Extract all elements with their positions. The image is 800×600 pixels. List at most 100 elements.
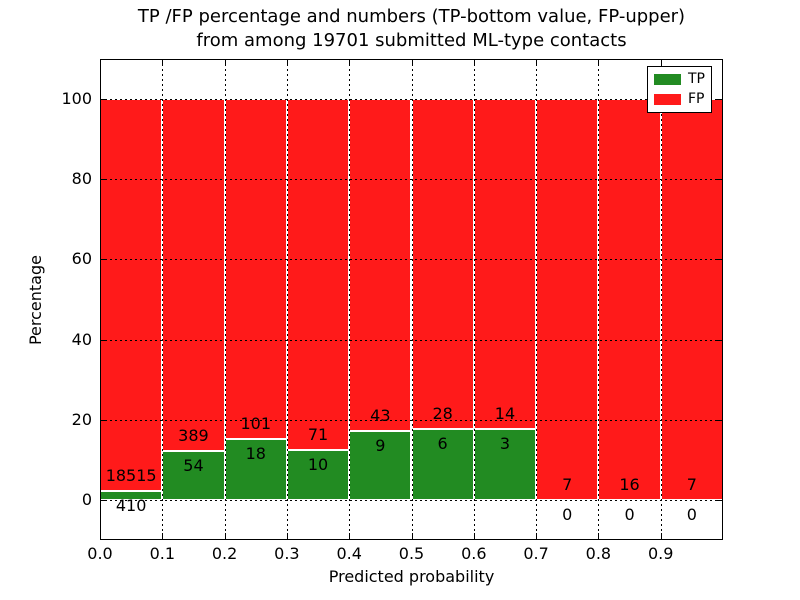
x-gridline <box>598 59 600 540</box>
bar-segment-fp <box>411 99 474 430</box>
y-tick <box>100 259 107 261</box>
bar-segment-tp <box>411 429 474 500</box>
tp-count-label: 410 <box>115 496 147 516</box>
tp-count-label: 10 <box>307 455 329 475</box>
tp-count-label: 18 <box>245 444 266 464</box>
fp-count-label: 7 <box>686 474 697 494</box>
tp-count-label: 0 <box>686 504 697 524</box>
y-tick <box>100 179 107 181</box>
bar-segment-fp <box>536 99 599 500</box>
y-tick <box>100 419 107 421</box>
x-axis-label: Predicted probability <box>328 567 495 586</box>
y-tick <box>716 259 723 261</box>
y-gridline <box>100 99 723 101</box>
bar-segment-fp <box>473 99 537 430</box>
fp-count-label: 389 <box>178 426 209 446</box>
fp-count-label: 101 <box>240 414 272 434</box>
tp-count-label: 3 <box>499 434 511 454</box>
bar-segment-tp <box>286 450 350 500</box>
x-tick <box>473 59 475 66</box>
bar-segment-fp <box>100 99 163 492</box>
x-tick <box>411 533 413 540</box>
x-tick <box>536 533 538 540</box>
x-tick-label: 0.2 <box>211 544 238 563</box>
x-gridline <box>411 59 413 540</box>
x-gridline <box>224 59 226 540</box>
chart-title-line2: from among 19701 submitted ML-type conta… <box>196 30 627 51</box>
y-gridline <box>100 339 723 341</box>
x-tick <box>349 533 351 540</box>
bar-segment-fp <box>598 99 661 500</box>
x-tick-label: 0.8 <box>585 544 612 563</box>
x-gridline <box>286 59 288 540</box>
y-gridline <box>100 499 723 501</box>
fp-count-label: 28 <box>432 404 453 424</box>
x-tick <box>473 533 475 540</box>
legend-item-tp: TP <box>654 72 705 87</box>
x-gridline <box>349 59 351 540</box>
fp-count-label: 16 <box>619 474 640 494</box>
y-tick <box>100 99 107 101</box>
x-tick-label: 0.5 <box>398 544 425 563</box>
y-gridline <box>100 179 723 181</box>
y-tick-label: 20 <box>71 409 92 429</box>
fp-count-label: 14 <box>494 404 516 424</box>
x-tick <box>286 59 288 66</box>
x-tick-label: 0.3 <box>274 544 300 563</box>
x-tick <box>349 59 351 66</box>
y-tick <box>716 339 723 341</box>
fp-count-label: 71 <box>307 425 329 445</box>
bar-segment-tp <box>224 439 287 500</box>
x-tick <box>224 59 226 66</box>
bar-segment-tp <box>349 430 412 500</box>
x-tick <box>598 59 600 66</box>
y-tick-label: 40 <box>71 329 92 349</box>
x-gridline <box>473 59 475 540</box>
y-tick-label: 100 <box>61 89 92 109</box>
fp-legend-swatch <box>654 94 681 105</box>
x-tick <box>660 533 662 540</box>
tp-legend-swatch <box>654 74 681 85</box>
tp-count-label: 0 <box>624 504 635 524</box>
x-tick-label: 0.1 <box>149 544 176 563</box>
x-tick <box>100 59 101 66</box>
x-gridline <box>162 59 164 540</box>
y-tick <box>716 499 723 501</box>
y-tick-label: 0 <box>81 489 92 509</box>
tp-count-label: 9 <box>375 435 386 455</box>
y-tick <box>716 99 723 101</box>
x-tick-label: 0.9 <box>647 544 674 563</box>
x-tick <box>224 533 226 540</box>
x-tick-label: 0.6 <box>461 544 487 563</box>
bar-segment-tp <box>162 451 225 500</box>
fp-count-label: 7 <box>562 474 573 494</box>
y-gridline <box>100 259 723 261</box>
y-tick <box>100 499 107 501</box>
x-tick-label: 0.4 <box>336 544 362 563</box>
x-tick <box>100 533 101 540</box>
chart-title-line1: TP /FP percentage and numbers (TP-bottom… <box>137 6 686 27</box>
x-gridline <box>660 59 662 540</box>
bar-segment-fp <box>349 99 412 431</box>
bar-segment-fp <box>224 99 287 440</box>
x-tick <box>660 59 662 66</box>
fp-legend-label: FP <box>688 91 705 107</box>
x-tick <box>162 59 164 66</box>
x-tick <box>598 533 600 540</box>
y-tick <box>716 179 723 181</box>
x-tick <box>286 533 288 540</box>
tp-count-label: 0 <box>562 504 573 524</box>
y-tick <box>716 419 723 421</box>
bar-segment-tp <box>473 429 537 500</box>
legend: TP FP <box>647 66 712 113</box>
y-gridline <box>100 419 723 421</box>
fp-count-label: 43 <box>370 405 391 425</box>
y-tick-label: 60 <box>71 249 92 269</box>
bar-segment-fp <box>286 99 350 451</box>
y-tick <box>100 339 107 341</box>
bar-segment-fp <box>660 99 723 500</box>
x-tick-label: 0.7 <box>523 544 549 563</box>
y-tick-label: 80 <box>71 169 92 189</box>
x-tick <box>536 59 538 66</box>
